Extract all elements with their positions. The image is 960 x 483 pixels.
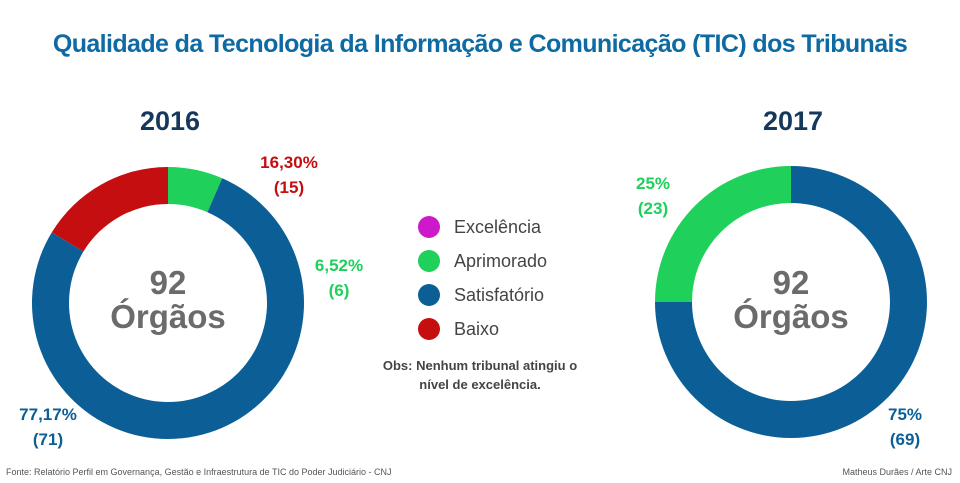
legend: Excelência Aprimorado Satisfatório Baixo bbox=[418, 210, 547, 346]
legend-dot-excelencia bbox=[418, 216, 440, 238]
legend-item-aprimorado: Aprimorado bbox=[418, 244, 547, 278]
center-unit-2016: Órgãos bbox=[110, 298, 226, 335]
chart-title: Qualidade da Tecnologia da Informação e … bbox=[52, 30, 908, 58]
legend-item-excelencia: Excelência bbox=[418, 210, 547, 244]
legend-dot-aprimorado bbox=[418, 250, 440, 272]
slice-aprimorado-2016 bbox=[168, 167, 223, 213]
data-label-aprimorado-2016: 6,52% (6) bbox=[314, 256, 364, 300]
legend-item-baixo: Baixo bbox=[418, 312, 547, 346]
year-2017-title: 2017 bbox=[763, 106, 824, 136]
credit-note: Matheus Durães / Arte CNJ bbox=[842, 467, 952, 477]
legend-item-satisfatorio: Satisfatório bbox=[418, 278, 547, 312]
center-number-2016: 92 bbox=[149, 264, 187, 301]
donut-chart-2016 bbox=[31, 167, 304, 439]
observation-note: Obs: Nenhum tribunal atingiu o nível de … bbox=[382, 358, 578, 392]
legend-dot-satisfatorio bbox=[418, 284, 440, 306]
data-label-satisfatorio-2016: 77,17% (71) bbox=[19, 405, 77, 449]
center-unit-2017: Órgãos bbox=[733, 298, 849, 335]
data-label-baixo-2016: 16,30% (15) bbox=[260, 153, 318, 197]
data-label-satisfatorio-2017: 75% (69) bbox=[887, 405, 923, 449]
donut-chart-2017 bbox=[655, 166, 927, 438]
center-number-2017: 92 bbox=[772, 264, 810, 301]
year-2016-title: 2016 bbox=[140, 106, 201, 136]
data-label-aprimorado-2017: 25% (23) bbox=[635, 174, 671, 218]
slice-aprimorado-2017 bbox=[655, 166, 791, 302]
center-label-2016: 92 Órgãos bbox=[98, 266, 238, 334]
source-note: Fonte: Relatório Perfil em Governança, G… bbox=[6, 467, 392, 477]
legend-dot-baixo bbox=[418, 318, 440, 340]
center-label-2017: 92 Órgãos bbox=[721, 266, 861, 334]
slice-baixo-2016 bbox=[51, 167, 168, 252]
